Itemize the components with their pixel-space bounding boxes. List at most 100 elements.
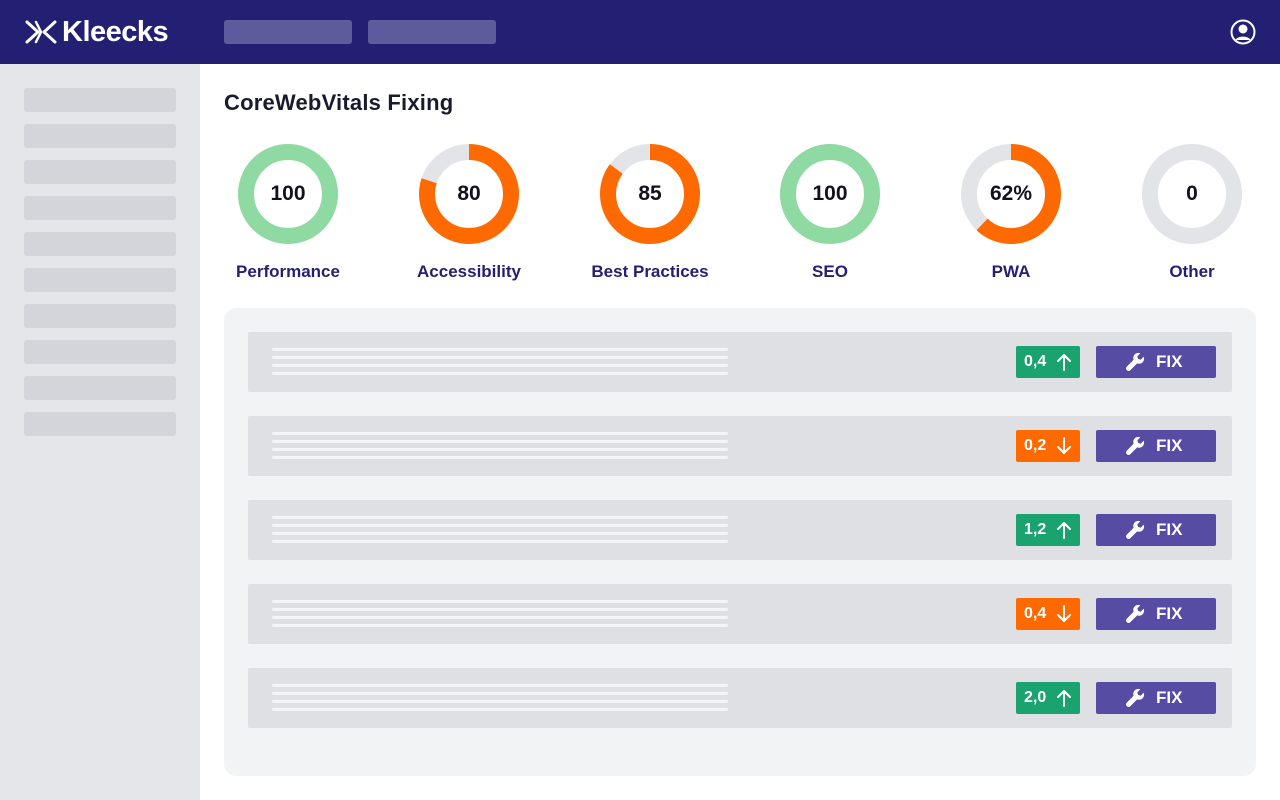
kleecks-logo-icon [25,20,57,44]
text-placeholder-line [272,356,728,359]
score-change-badge: 1,2 [1016,514,1080,546]
user-account-icon[interactable] [1230,19,1256,45]
score-change-value: 0,4 [1024,605,1047,622]
arrow-up-icon [1057,690,1071,707]
text-placeholder-line [272,524,728,527]
wrench-icon [1125,436,1145,456]
gauge-label: Performance [236,262,340,281]
nav-item-placeholder[interactable] [368,20,496,44]
sidebar-item-placeholder[interactable] [24,124,176,148]
sidebar [0,64,200,800]
score-change-badge: 0,4 [1016,346,1080,378]
sidebar-item-placeholder[interactable] [24,160,176,184]
issue-row: 0,4 FIX [248,332,1232,392]
fix-button[interactable]: FIX [1096,346,1216,378]
score-change-badge: 0,2 [1016,430,1080,462]
sidebar-item-placeholder[interactable] [24,232,176,256]
text-placeholder-line [272,540,728,543]
gauge-best-practices: 85 Best Practices [580,144,720,284]
score-change-value: 1,2 [1024,521,1047,538]
fix-button[interactable]: FIX [1096,430,1216,462]
fix-button[interactable]: FIX [1096,682,1216,714]
text-placeholder-line [272,700,728,703]
text-placeholder-line [272,516,728,519]
issue-row: 2,0 FIX [248,668,1232,728]
fix-button-label: FIX [1156,688,1183,707]
gauge-value: 80 [457,182,481,205]
arrow-down-icon [1057,437,1071,454]
sidebar-item-placeholder[interactable] [24,196,176,220]
gauge-ring [961,144,1061,244]
text-placeholder-line [272,348,728,351]
score-change-value: 0,2 [1024,437,1047,454]
text-placeholder-line [272,372,728,375]
text-placeholder-line [272,708,728,711]
issue-row: 1,2 FIX [248,500,1232,560]
gauge-value: 85 [638,182,662,205]
score-change-value: 2,0 [1024,689,1047,706]
gauge-ring [780,144,880,244]
text-placeholder-line [272,440,728,443]
text-placeholder-line [272,532,728,535]
text-placeholder-line [272,600,728,603]
gauge-performance: 100 Performance [218,144,358,284]
brand-name: Kleecks [62,16,169,48]
sidebar-item-placeholder[interactable] [24,88,176,112]
text-placeholder-line [272,432,728,435]
gauge-ring [238,144,338,244]
score-change-value: 0,4 [1024,353,1047,370]
gauge-label: Other [1169,262,1215,281]
sidebar-item-placeholder[interactable] [24,412,176,436]
sidebar-item-placeholder[interactable] [24,340,176,364]
score-change-badge: 0,4 [1016,598,1080,630]
arrow-down-icon [1057,605,1071,622]
wrench-icon [1125,352,1145,372]
wrench-icon [1125,520,1145,540]
sidebar-item-placeholder[interactable] [24,376,176,400]
fix-button-label: FIX [1156,604,1183,623]
fix-button-label: FIX [1156,520,1183,539]
fix-button[interactable]: FIX [1096,598,1216,630]
gauge-ring [419,144,519,244]
gauge-arc [961,144,1061,244]
fix-button[interactable]: FIX [1096,514,1216,546]
wrench-icon [1125,688,1145,708]
top-navigation-bar: Kleecks [0,0,1280,64]
text-placeholder-line [272,456,728,459]
text-placeholder-line [272,684,728,687]
gauge-arc [419,144,519,244]
score-change-badge: 2,0 [1016,682,1080,714]
text-placeholder-line [272,616,728,619]
gauge-ring [600,144,700,244]
text-placeholder-line [272,608,728,611]
gauge-arc [238,144,338,244]
gauge-ring [1142,144,1242,244]
fix-button-label: FIX [1156,352,1183,371]
gauge-label: SEO [812,262,848,281]
wrench-icon [1125,604,1145,624]
text-placeholder-line [272,692,728,695]
gauge-label: Accessibility [417,262,521,281]
gauge-arc [600,144,700,244]
sidebar-item-placeholder[interactable] [24,304,176,328]
gauge-label: Best Practices [591,262,709,281]
gauge-accessibility: 80 Accessibility [399,144,539,284]
nav-item-placeholder[interactable] [224,20,352,44]
text-placeholder-line [272,448,728,451]
sidebar-item-placeholder[interactable] [24,268,176,292]
text-placeholder-line [272,364,728,367]
issues-panel: 0,4 FIX 0,2 FIX 1,2 FIX 0,4 FIX 2,0 FIX [224,308,1256,776]
gauge-value: 62% [989,182,1033,205]
issue-row: 0,2 FIX [248,416,1232,476]
gauge-pwa: 62% PWA [941,144,1081,284]
gauge-arc [780,144,880,244]
gauge-label: PWA [991,262,1031,281]
text-placeholder-line [272,624,728,627]
fix-button-label: FIX [1156,436,1183,455]
gauge-other: 0 Other [1122,144,1262,284]
kleecks-logo[interactable]: Kleecks [24,16,169,48]
page-title: CoreWebVitals Fixing [224,90,454,115]
arrow-up-icon [1057,354,1071,371]
gauge-seo: 100 SEO [760,144,900,284]
gauge-value: 100 [812,182,848,205]
